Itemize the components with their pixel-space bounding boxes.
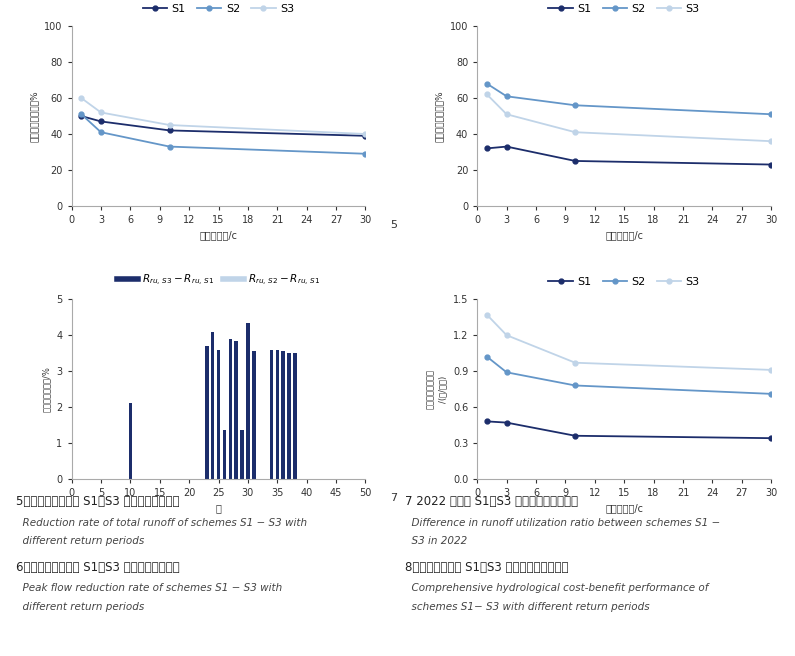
Bar: [205, 346, 208, 479]
Bar: [287, 353, 291, 479]
Text: 5: 5: [390, 220, 398, 230]
Text: 5不同重现期下方案 S1～S3 的径流总量削减率: 5不同重现期下方案 S1～S3 的径流总量削减率: [16, 495, 180, 508]
Bar: [240, 430, 244, 479]
Legend: S1, S2, S3: S1, S2, S3: [544, 272, 704, 291]
Bar: [246, 323, 250, 479]
Bar: [223, 430, 226, 479]
Bar: [217, 350, 220, 479]
Y-axis label: 径流利用率差値/%: 径流利用率差値/%: [41, 366, 51, 412]
Text: 7: 7: [390, 493, 398, 503]
X-axis label: 降雨重现期/c: 降雨重现期/c: [605, 503, 643, 514]
X-axis label: 周: 周: [215, 503, 222, 514]
X-axis label: 降雨重现期/c: 降雨重现期/c: [605, 230, 643, 241]
Text: different return periods: different return periods: [16, 602, 144, 611]
Y-axis label: 峰值流量削减率／%: 峰值流量削减率／%: [435, 91, 444, 142]
Legend: S1, S2, S3: S1, S2, S3: [544, 0, 704, 18]
Text: Peak flow reduction rate of schemes S1 − S3 with: Peak flow reduction rate of schemes S1 −…: [16, 583, 282, 593]
Bar: [252, 352, 255, 479]
Bar: [228, 338, 232, 479]
Y-axis label: 水文成本综合效益
/(元/万元): 水文成本综合效益 /(元/万元): [426, 369, 448, 409]
Text: Reduction rate of total runoff of schemes S1 − S3 with: Reduction rate of total runoff of scheme…: [16, 518, 307, 527]
Bar: [281, 352, 285, 479]
Text: different return periods: different return periods: [16, 536, 144, 546]
Text: S3 in 2022: S3 in 2022: [405, 536, 467, 546]
Text: 7 2022 年方案 S1～S3 径流利用率差値关系: 7 2022 年方案 S1～S3 径流利用率差値关系: [405, 495, 579, 508]
Bar: [129, 403, 132, 479]
X-axis label: 降雨重现期/c: 降雨重现期/c: [200, 230, 238, 241]
Text: 8不同重现期方案 S1～S3 的水文成本综合效益: 8不同重现期方案 S1～S3 的水文成本综合效益: [405, 561, 569, 574]
Bar: [276, 350, 279, 479]
Bar: [270, 350, 273, 479]
Legend: S1, S2, S3: S1, S2, S3: [138, 0, 299, 18]
Bar: [235, 340, 238, 479]
Text: Comprehensive hydrological cost-benefit performance of: Comprehensive hydrological cost-benefit …: [405, 583, 709, 593]
Text: schemes S1− S3 with different return periods: schemes S1− S3 with different return per…: [405, 602, 650, 611]
Bar: [211, 331, 215, 479]
Bar: [293, 353, 297, 479]
Y-axis label: 径流总量削减率／%: 径流总量削减率／%: [29, 91, 39, 142]
Text: Difference in runoff utilization ratio between schemes S1 −: Difference in runoff utilization ratio b…: [405, 518, 721, 527]
Text: 6不同重现期下方案 S1～S3 的峰值流量削减率: 6不同重现期下方案 S1～S3 的峰值流量削减率: [16, 561, 180, 574]
Legend: $R_{ru,\,S3}-R_{ru,\,S1}$, $R_{ru,\,S2}-R_{ru,\,S1}$: $R_{ru,\,S3}-R_{ru,\,S1}$, $R_{ru,\,S2}-…: [113, 268, 324, 292]
